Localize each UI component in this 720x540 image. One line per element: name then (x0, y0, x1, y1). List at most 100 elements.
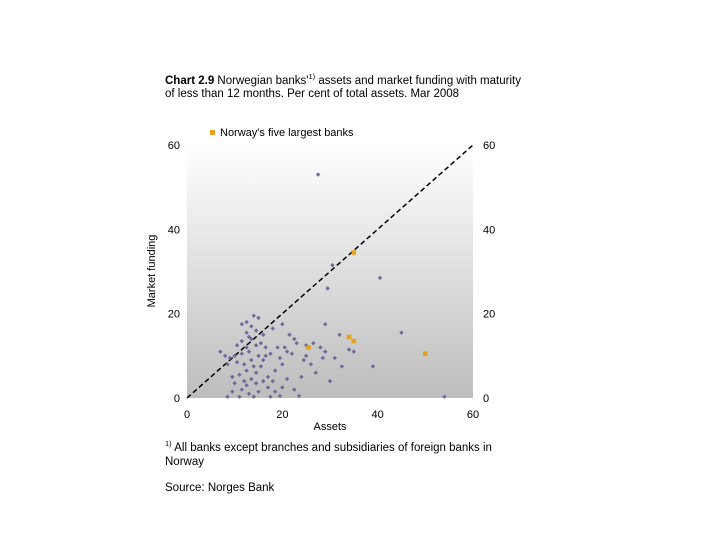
bank-point (315, 172, 321, 177)
bank-point (330, 262, 335, 268)
bank-point (253, 343, 259, 348)
chart-number: Chart 2.9 (165, 74, 215, 87)
bank-point (272, 389, 278, 394)
bank-point (244, 319, 249, 325)
bank-point (251, 313, 256, 318)
bank-point (242, 362, 247, 367)
x-tick-label: 40 (372, 409, 384, 421)
bank-point (272, 368, 278, 373)
bank-point (253, 328, 259, 333)
bank-point (239, 322, 245, 327)
bank-point (303, 353, 309, 359)
bank-point (308, 362, 314, 367)
bank-point (239, 338, 245, 344)
bank-point (246, 391, 252, 396)
bank-point (399, 330, 404, 335)
bank-point (284, 349, 290, 354)
title-footnote-marker: 1) (308, 72, 316, 81)
footnote-text: All banks except branches and subsidiari… (165, 441, 492, 468)
bank-point (284, 376, 290, 382)
bank-point (325, 286, 330, 291)
bank-point (246, 334, 252, 340)
bank-point (253, 381, 259, 386)
bank-point (277, 393, 283, 399)
y-tick-label-left: 20 (168, 309, 180, 321)
large-bank-point (423, 351, 428, 357)
bank-point (261, 332, 266, 337)
title-text-a: Norwegian banks' (214, 74, 309, 87)
footnote: 1) All banks except branches and subsidi… (165, 437, 525, 469)
bank-point (237, 394, 242, 399)
y-tick-label-left: 60 (168, 140, 180, 152)
y-tick-label-right: 40 (483, 224, 495, 236)
bank-point (256, 353, 261, 359)
bank-point (332, 355, 337, 361)
legend-label-largest-banks: Norway's five largest banks (220, 127, 354, 139)
bank-point (280, 322, 285, 327)
bank-point (287, 332, 292, 337)
bank-point (270, 326, 275, 331)
bank-point (280, 385, 285, 390)
bank-point (294, 340, 299, 346)
bank-point (244, 368, 249, 373)
bank-point (289, 351, 295, 356)
bank-point (244, 383, 249, 388)
bank-point (239, 351, 245, 356)
large-bank-point (306, 345, 311, 350)
bank-point (225, 394, 230, 399)
bank-point (370, 364, 376, 369)
bank-point (234, 343, 240, 348)
y-tick-label-right: 20 (483, 309, 495, 321)
bank-point (249, 336, 254, 342)
bank-point (265, 385, 271, 390)
bank-point (249, 376, 254, 382)
bank-point (244, 330, 249, 335)
footnote-marker: 1) (165, 439, 172, 448)
bank-point (296, 393, 302, 399)
bank-point (268, 351, 273, 356)
bank-point (301, 357, 306, 363)
bank-point (242, 378, 247, 384)
bank-point (277, 355, 283, 361)
bank-point (299, 374, 304, 380)
chart-title: Chart 2.9 Norwegian banks'1) assets and … (165, 70, 525, 102)
bank-point (256, 315, 261, 321)
y-tick-label-left: 40 (168, 224, 180, 236)
source-note: Source: Norges Bank (165, 482, 275, 494)
bank-point (351, 349, 357, 354)
bank-point (323, 349, 328, 354)
bank-point (339, 364, 345, 369)
y-axis-label: Market funding (146, 235, 158, 308)
bank-point (346, 347, 352, 352)
bank-point (323, 322, 328, 327)
bank-point (377, 275, 383, 281)
bank-point (234, 359, 240, 365)
bank-point (237, 372, 242, 378)
bank-point (313, 370, 318, 375)
bank-point (261, 357, 266, 363)
bank-point (225, 362, 230, 367)
bank-point (292, 336, 297, 342)
bank-point (337, 332, 342, 337)
y-tick-label-right: 60 (483, 140, 495, 152)
bank-point (251, 364, 256, 369)
x-tick-label: 60 (467, 409, 479, 421)
bank-point (327, 378, 333, 384)
x-tick-label: 20 (276, 409, 288, 421)
bank-point (282, 345, 287, 350)
bank-point (253, 370, 259, 375)
bank-point (230, 374, 235, 380)
x-axis-label: Assets (313, 421, 347, 433)
bank-point (280, 362, 285, 367)
large-bank-point (351, 250, 357, 255)
bank-point (227, 355, 233, 361)
bank-point (222, 353, 228, 359)
bank-point (251, 394, 256, 399)
bank-point (318, 345, 323, 350)
bank-point (263, 353, 268, 359)
bank-point (218, 349, 223, 354)
bank-point (249, 357, 254, 363)
x-tick-label: 0 (184, 409, 190, 421)
bank-point (256, 389, 261, 394)
